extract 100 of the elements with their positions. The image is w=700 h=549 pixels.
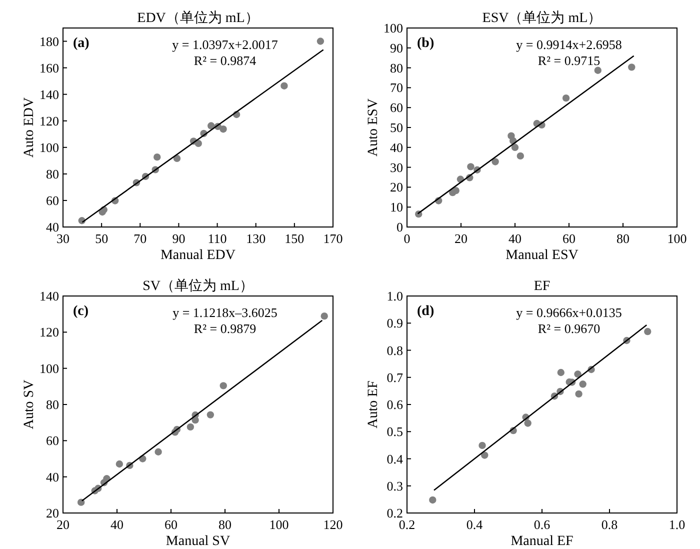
y-tick-label: 0.2 (386, 506, 403, 520)
y-axis-title: Auto EF (366, 380, 381, 428)
annotation: (d) (417, 304, 434, 319)
x-tick-label: 30 (56, 231, 70, 246)
y-axis-title: Auto ESV (366, 98, 381, 156)
x-tick-label: 110 (208, 231, 227, 246)
y-tick-label: 30 (390, 160, 403, 175)
y-tick-label: 60 (390, 100, 403, 116)
annotation: R² = 0.9874 (194, 53, 257, 68)
y-tick-label: 0.9 (386, 316, 403, 331)
x-tick-label: 70 (134, 231, 147, 246)
x-tick-label: 50 (95, 231, 108, 246)
point (644, 328, 652, 336)
y-tick-label: 0.6 (386, 397, 404, 412)
x-tick-label: 0.4 (466, 517, 484, 532)
annotation: (a) (73, 36, 90, 51)
y-tick-label: 0.3 (386, 478, 403, 494)
x-tick-label: 100 (667, 231, 687, 246)
y-tick-label: 60 (46, 192, 59, 208)
x-axis-title: Manual EDV (160, 248, 236, 263)
chart-title: SV（单位为 mL） (142, 278, 254, 294)
chart-title: ESV（单位为 mL） (482, 10, 602, 26)
point (524, 420, 532, 427)
point (194, 140, 202, 148)
y-tick-label: 80 (46, 397, 59, 412)
chart-title: EF (534, 279, 550, 294)
y-tick-label: 20 (46, 506, 59, 520)
point (173, 154, 181, 162)
annotation: R² = 0.9879 (194, 321, 256, 336)
chart-title: EDV（单位为 mL） (137, 10, 259, 26)
y-tick-label: 0.4 (386, 451, 404, 466)
y-tick-label: 20 (390, 180, 403, 195)
point (628, 64, 636, 71)
point (208, 122, 215, 130)
point (579, 380, 586, 388)
x-tick-label: 20 (454, 231, 468, 246)
x-tick-label: 130 (246, 231, 266, 246)
x-tick-label: 80 (616, 231, 630, 246)
y-tick-label: 100 (40, 360, 59, 376)
x-tick-label: 60 (562, 231, 576, 246)
x-tick-label: 80 (218, 517, 232, 532)
point (467, 163, 474, 170)
x-tick-label: 1.0 (668, 517, 686, 532)
annotation: y = 0.9666x+0.0135 (516, 305, 622, 320)
point (481, 452, 488, 459)
x-tick-label: 90 (172, 231, 186, 246)
point (220, 382, 227, 390)
y-tick-label: 140 (40, 288, 59, 304)
point (478, 442, 486, 450)
point (280, 82, 288, 90)
point (575, 390, 582, 398)
x-tick-label: 100 (269, 517, 289, 532)
point (557, 368, 564, 376)
point (429, 496, 436, 504)
point (186, 423, 194, 431)
x-axis-title: Manual ESV (506, 248, 578, 263)
y-tick-label: 70 (390, 80, 403, 96)
point (511, 144, 519, 151)
y-tick-label: 100 (384, 20, 403, 36)
x-tick-label: 40 (110, 517, 124, 532)
y-tick-label: 140 (40, 86, 59, 102)
y-axis-title: Auto EDV (22, 97, 37, 158)
y-tick-label: 180 (40, 34, 59, 49)
point (320, 312, 328, 320)
x-tick-label: 0.8 (601, 517, 618, 532)
annotation: R² = 0.9670 (538, 321, 600, 336)
x-tick-label: 60 (164, 517, 178, 532)
y-tick-label: 0.8 (386, 342, 403, 358)
annotation: y = 1.1218x–3.6025 (172, 305, 278, 320)
y-tick-label: 0 (396, 220, 403, 234)
x-tick-label: 120 (323, 517, 343, 532)
point (206, 411, 214, 418)
y-tick-label: 60 (46, 433, 59, 448)
annotation: (b) (417, 36, 434, 51)
y-tick-label: 40 (46, 469, 59, 484)
point (452, 186, 460, 194)
point (116, 460, 124, 468)
point (220, 125, 227, 133)
annotation: R² = 0.9715 (538, 53, 600, 68)
point (574, 370, 582, 378)
y-tick-label: 40 (46, 220, 59, 234)
point (154, 448, 162, 456)
x-tick-label: 150 (284, 231, 304, 246)
x-axis-title: Manual SV (166, 534, 230, 549)
y-tick-label: 120 (40, 324, 59, 340)
point (594, 66, 602, 74)
y-tick-label: 40 (390, 140, 403, 155)
point (154, 153, 161, 161)
x-tick-label: 40 (508, 231, 522, 246)
y-axis-title: Auto SV (22, 380, 37, 430)
y-tick-label: 1.0 (386, 288, 403, 304)
x-tick-label: 170 (323, 231, 343, 246)
y-tick-label: 50 (390, 120, 403, 135)
x-tick-label: 20 (56, 517, 70, 532)
y-tick-label: 160 (40, 60, 59, 76)
annotation: y = 1.0397x+2.0017 (172, 37, 278, 52)
y-tick-label: 120 (40, 113, 59, 128)
y-tick-label: 80 (390, 60, 403, 76)
y-tick-label: 80 (46, 166, 59, 182)
point (516, 152, 524, 160)
